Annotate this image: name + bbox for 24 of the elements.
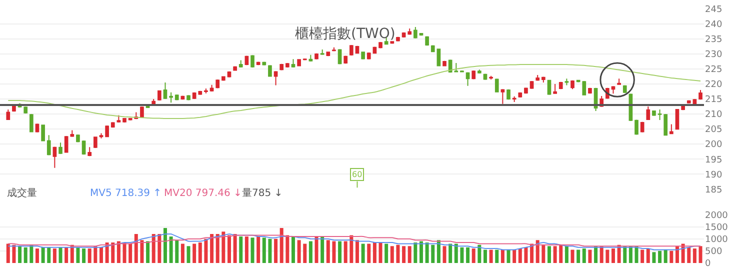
y-tick-label: 210 <box>705 110 722 120</box>
y-tick-label: 240 <box>705 20 722 30</box>
y-tick-label: 225 <box>705 65 722 76</box>
annotation: 量785 ↓ <box>242 188 283 199</box>
y-tick-label: 0 <box>705 259 711 270</box>
y-tick-label: 185 <box>705 185 722 196</box>
y-tick-label: 195 <box>705 155 722 166</box>
y-tick-label: 500 <box>705 247 722 258</box>
y-tick-label: 1000 <box>705 235 728 246</box>
text: 櫃檯指數(TWO) <box>295 26 396 42</box>
y-tick-label: 190 <box>705 170 722 180</box>
y-tick-label: 2000 <box>705 210 728 221</box>
text: MV5 718.39 ↑ <box>90 188 162 199</box>
annotation: 60 <box>352 170 362 179</box>
chart-title: 成交量 <box>7 187 37 199</box>
y-tick-label: 1500 <box>705 222 728 233</box>
y-tick-label: 230 <box>705 50 722 60</box>
text: MV20 797.46 ↓ <box>164 188 242 199</box>
y-tick-label: 205 <box>705 125 722 136</box>
y-tick-label: 215 <box>705 95 722 106</box>
y-tick-label: 245 <box>705 5 722 16</box>
y-tick-label: 220 <box>705 80 722 90</box>
y-tick-label: 200 <box>705 140 722 150</box>
y-tick-label: 235 <box>705 35 722 46</box>
